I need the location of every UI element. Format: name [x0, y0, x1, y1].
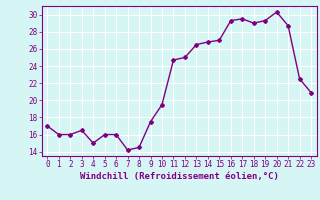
- X-axis label: Windchill (Refroidissement éolien,°C): Windchill (Refroidissement éolien,°C): [80, 172, 279, 181]
